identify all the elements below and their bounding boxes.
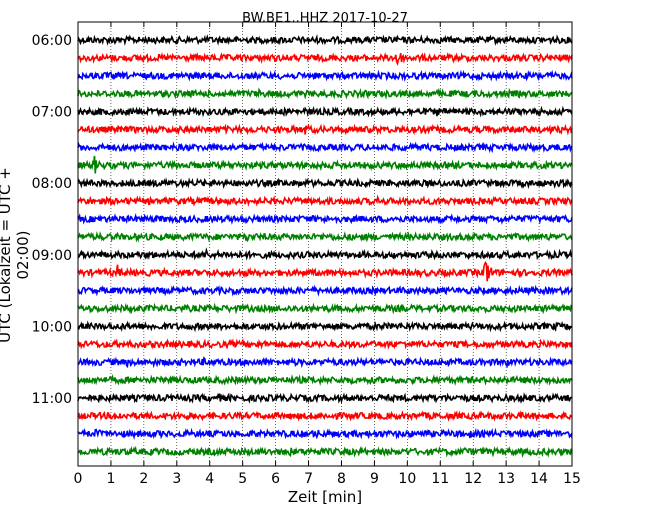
trace-1130: [77, 427, 573, 441]
chart-title: BW.BE1..HHZ 2017-10-27: [242, 11, 408, 26]
trace-1100: [77, 392, 573, 405]
x-tick-label-2: 2: [139, 471, 148, 487]
trace-0745: [77, 155, 573, 174]
x-tick-label-6: 6: [271, 471, 280, 487]
x-axis: 0 1 2 3 4 5 6 7 8 9 10 11 12 13 14 15: [74, 22, 581, 487]
trace-0915: [77, 261, 573, 282]
x-tick-label-11: 11: [431, 471, 449, 487]
plot-frame: [77, 21, 573, 467]
trace-0945: [77, 302, 573, 315]
y-tick-label-3: 09:00: [32, 248, 72, 264]
x-tick-label-14: 14: [530, 471, 548, 487]
trace-0645: [77, 87, 573, 100]
x-tick-label-9: 9: [370, 471, 379, 487]
y-axis: 06:00 07:00 08:00 09:00 10:00 11:00: [32, 33, 572, 407]
trace-1115: [77, 409, 573, 423]
x-tick-label-13: 13: [497, 471, 515, 487]
y-tick-label-2: 08:00: [32, 176, 72, 192]
x-tick-label-1: 1: [106, 471, 115, 487]
trace-0730: [77, 141, 573, 154]
trace-0830: [77, 212, 573, 226]
trace-0815: [77, 194, 573, 207]
x-axis-label: Zeit [min]: [287, 488, 363, 506]
x-tick-label-10: 10: [398, 471, 416, 487]
trace-1000: [77, 320, 573, 333]
trace-0800: [77, 177, 573, 190]
trace-1045: [77, 373, 573, 387]
trace-1145: [77, 445, 573, 459]
x-tick-label-0: 0: [74, 471, 83, 487]
y-tick-label-4: 10:00: [32, 319, 72, 335]
trace-0630: [77, 69, 573, 83]
y-tick-label-0: 06:00: [32, 33, 72, 49]
trace-0715: [77, 123, 573, 136]
x-tick-label-12: 12: [464, 471, 482, 487]
x-tick-label-5: 5: [238, 471, 247, 487]
x-tick-label-8: 8: [337, 471, 346, 487]
grid-lines: [110, 22, 540, 466]
trace-1030: [77, 356, 573, 369]
trace-0930: [77, 284, 573, 297]
trace-0600: [77, 33, 573, 46]
y-tick-label-1: 07:00: [32, 105, 72, 121]
x-tick-label-7: 7: [304, 471, 313, 487]
trace-0615: [77, 51, 573, 67]
x-tick-label-15: 15: [563, 471, 581, 487]
trace-0900: [77, 247, 573, 261]
y-tick-label-5: 11:00: [32, 391, 72, 407]
x-tick-label-3: 3: [172, 471, 181, 487]
y-axis-label: UTC (Lokalzeit = UTC + 02:00): [0, 167, 32, 343]
trace-series: [77, 33, 573, 459]
trace-0700: [77, 105, 573, 118]
x-tick-label-4: 4: [205, 471, 214, 487]
trace-1015: [77, 338, 573, 351]
trace-0845: [77, 231, 573, 243]
